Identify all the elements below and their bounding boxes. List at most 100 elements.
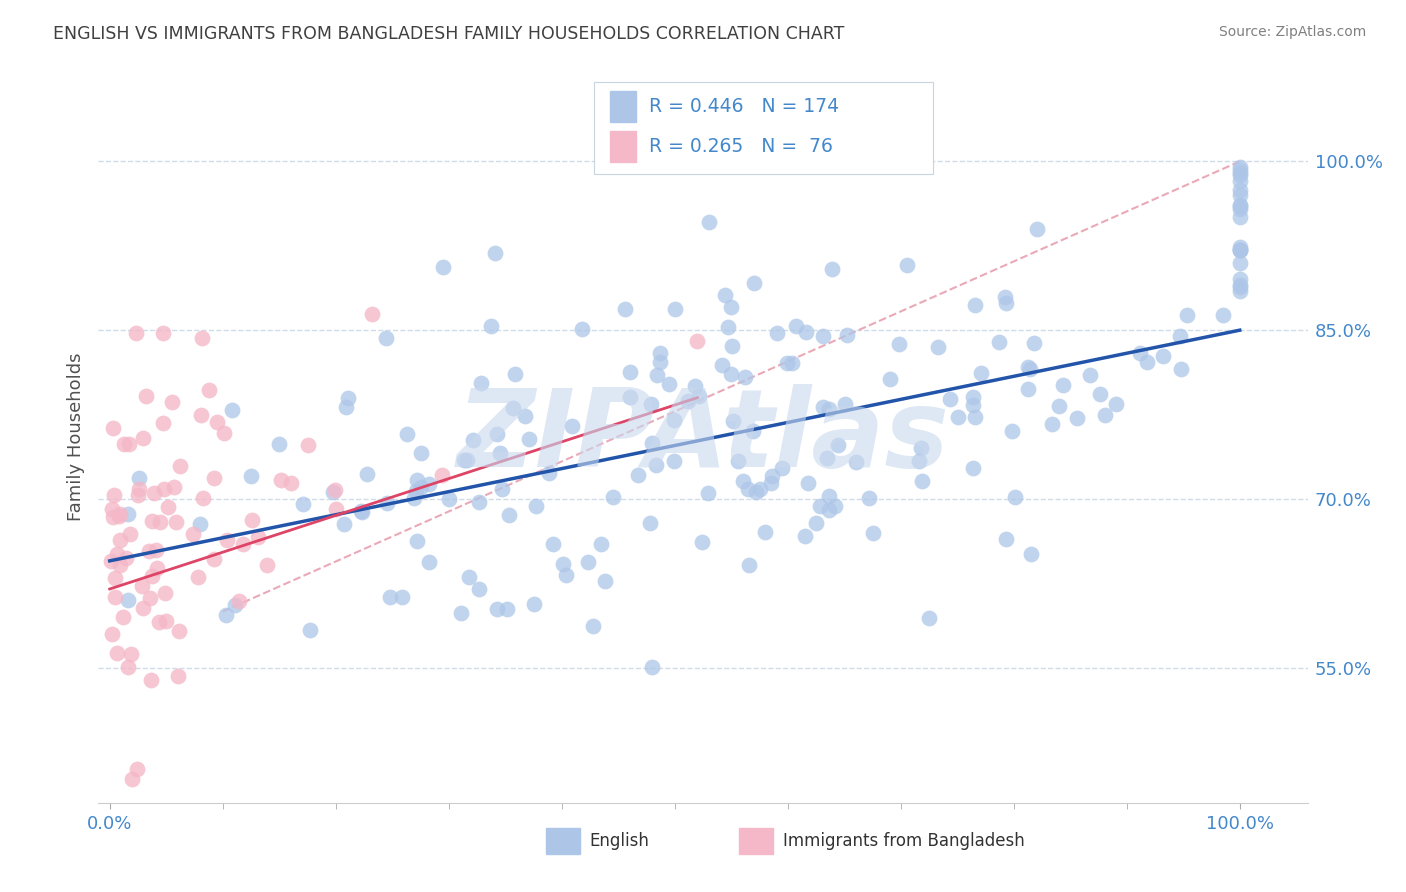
Point <box>910 441 932 455</box>
Point <box>131 431 153 445</box>
Point <box>280 475 302 490</box>
Point <box>1078 368 1101 382</box>
Point <box>112 437 135 451</box>
Point <box>555 567 578 582</box>
Point <box>571 322 593 336</box>
Point <box>806 516 828 531</box>
Point <box>418 476 440 491</box>
Point <box>101 501 124 516</box>
Point <box>1229 183 1251 197</box>
Point <box>1229 163 1251 178</box>
Point <box>1229 187 1251 202</box>
Point <box>153 482 176 496</box>
Point <box>734 370 756 384</box>
Point <box>463 434 485 448</box>
Point <box>721 339 744 353</box>
Text: R = 0.446   N = 174: R = 0.446 N = 174 <box>648 97 839 116</box>
Point <box>1025 222 1047 236</box>
Point <box>1152 349 1174 363</box>
Point <box>356 467 378 481</box>
Point <box>1129 345 1152 359</box>
Point <box>128 471 150 485</box>
Point <box>128 483 150 497</box>
Point <box>485 602 508 616</box>
Point <box>785 318 807 333</box>
FancyBboxPatch shape <box>546 829 579 854</box>
Point <box>108 558 131 572</box>
Point <box>720 300 742 314</box>
Point <box>502 401 524 416</box>
Point <box>1136 355 1159 369</box>
Point <box>485 427 508 442</box>
Point <box>162 395 184 409</box>
Point <box>1022 336 1045 351</box>
Point <box>103 509 125 524</box>
Point <box>169 458 191 473</box>
Point <box>561 418 583 433</box>
Point <box>759 476 782 491</box>
Point <box>450 606 472 620</box>
Point <box>104 590 127 604</box>
Point <box>378 591 401 605</box>
Point <box>1229 280 1251 294</box>
Point <box>817 502 839 516</box>
Point <box>163 480 186 494</box>
Point <box>827 437 849 451</box>
Point <box>187 570 209 584</box>
Point <box>104 571 127 585</box>
Point <box>489 446 512 460</box>
Point <box>845 454 868 468</box>
Point <box>1017 359 1039 374</box>
Point <box>350 504 373 518</box>
Point <box>645 368 668 382</box>
Point <box>411 479 433 493</box>
Point <box>994 296 1017 310</box>
Point <box>1004 490 1026 504</box>
Point <box>821 261 844 276</box>
Point <box>896 258 918 272</box>
Point <box>138 544 160 558</box>
Point <box>640 397 662 411</box>
Point <box>183 526 205 541</box>
Point <box>1019 547 1042 561</box>
Point <box>335 401 357 415</box>
Point <box>152 416 174 430</box>
Point <box>395 426 418 441</box>
Point <box>537 466 560 480</box>
Point <box>190 516 212 531</box>
Point <box>664 301 686 316</box>
Point <box>156 500 179 515</box>
Point <box>256 558 278 572</box>
FancyBboxPatch shape <box>610 131 637 161</box>
Text: ZIPAtlas: ZIPAtlas <box>457 384 949 490</box>
Point <box>627 467 650 482</box>
Point <box>131 579 153 593</box>
Point <box>190 408 212 422</box>
Point <box>834 397 856 411</box>
Text: R = 0.265   N =  76: R = 0.265 N = 76 <box>648 136 832 156</box>
Point <box>720 367 742 381</box>
Point <box>152 326 174 340</box>
Point <box>1052 378 1074 392</box>
Point <box>524 500 547 514</box>
Point <box>298 623 321 637</box>
Point <box>638 516 661 530</box>
Point <box>224 599 246 613</box>
Point <box>468 495 491 509</box>
Point <box>523 597 546 611</box>
Point <box>115 551 138 566</box>
Point <box>776 356 799 370</box>
Point <box>589 537 612 551</box>
Point <box>1229 199 1251 213</box>
Point <box>676 393 699 408</box>
Point <box>148 615 170 630</box>
Point <box>737 482 759 496</box>
Text: English: English <box>589 832 650 850</box>
Point <box>103 488 125 502</box>
Point <box>1229 166 1251 180</box>
Point <box>818 402 841 417</box>
Point <box>1229 160 1251 174</box>
Point <box>1212 308 1234 322</box>
Point <box>553 558 575 572</box>
Point <box>576 555 599 569</box>
